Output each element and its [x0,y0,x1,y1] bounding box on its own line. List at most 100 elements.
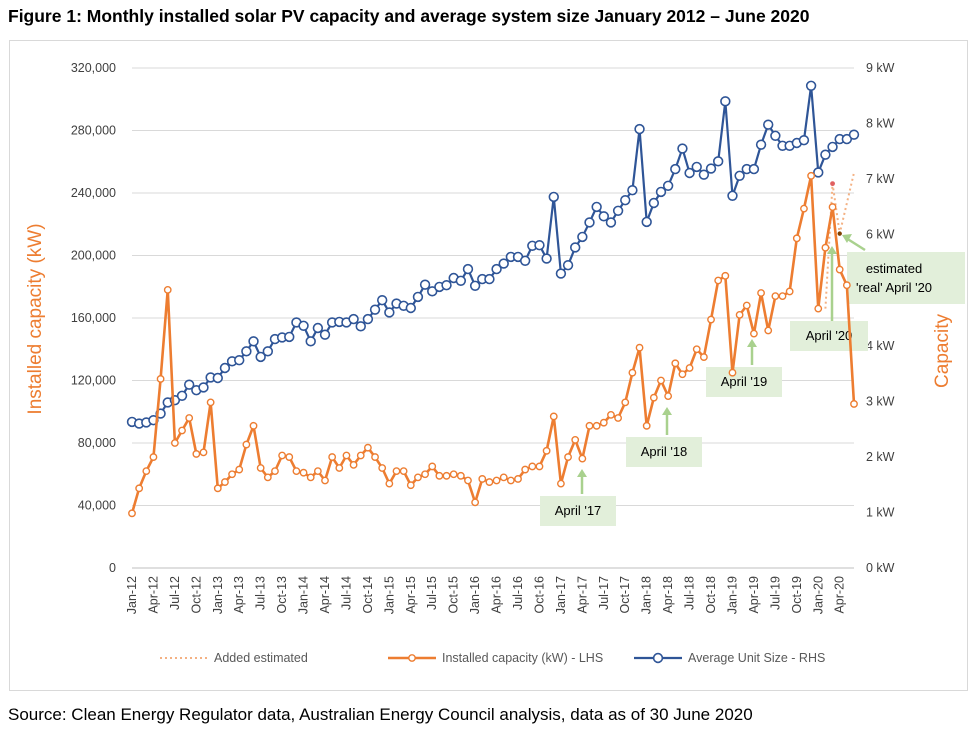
capacity-marker [249,421,258,430]
unit-size-marker [305,336,316,347]
capacity-marker [206,398,215,407]
unit-size-marker [755,139,767,150]
x-tick-label: Jul-17 [597,576,611,610]
capacity-marker [256,464,265,472]
capacity-marker [378,464,387,472]
capacity-marker [349,460,358,469]
capacity-marker [800,204,808,213]
unit-size-marker [198,382,209,393]
unit-size-marker [241,346,252,357]
capacity-marker [292,467,301,476]
capacity-marker [628,368,637,377]
capacity-marker [692,345,701,354]
annotation-arrowhead [747,339,757,347]
annotation-box [706,367,782,397]
unit-size-marker [362,313,374,325]
capacity-marker [735,310,744,319]
x-tick-label: Oct-13 [275,576,289,614]
capacity-marker [442,471,451,480]
unit-size-marker [376,295,388,306]
y-tick-label-left: 200,000 [71,249,116,263]
y-tick-label-left: 320,000 [71,61,116,75]
capacity-marker [163,285,172,294]
unit-size-marker [720,96,731,107]
capacity-marker [835,265,844,274]
unit-size-marker [484,273,495,285]
annotation-label: April '17 [555,503,602,518]
capacity-marker [306,473,315,482]
x-tick-label: Oct-18 [704,576,718,614]
annotation-box [790,321,868,351]
unit-size-marker [534,240,545,251]
unit-size-marker [427,286,438,297]
unit-size-marker [712,156,724,167]
legend-label: Added estimated [214,651,308,665]
capacity-marker [328,453,337,461]
x-tick-label: Jul-13 [254,576,268,610]
capacity-marker [771,292,780,301]
x-tick-label: Apr-19 [747,576,761,614]
capacity-marker [178,426,186,435]
x-tick-label: Jan-16 [468,576,482,614]
capacity-marker [228,470,236,479]
capacity-marker [242,440,251,449]
x-tick-label: Apr-17 [575,576,589,614]
capacity-marker [364,443,372,452]
capacity-marker [785,287,794,296]
annotation-label: 'real' April '20 [856,280,932,295]
unit-size-marker [176,390,188,401]
x-tick-label: Apr-15 [404,576,418,614]
capacity-marker [699,353,708,361]
unit-size-marker [312,322,324,334]
capacity-marker [485,478,494,486]
capacity-marker [149,453,158,461]
x-tick-label: Jul-16 [511,576,525,610]
capacity-marker [449,470,458,479]
unit-size-marker [627,185,638,196]
capacity-marker [399,467,408,476]
capacity-marker [814,304,823,313]
y-tick-label-left: 160,000 [71,311,116,325]
y-tick-label-left: 240,000 [71,186,116,200]
x-tick-label: Jan-12 [125,576,139,614]
capacity-marker [571,435,580,444]
unit-size-marker [319,329,331,340]
x-tick-label: Apr-20 [833,576,847,614]
x-tick-label: Jan-15 [382,576,396,614]
unit-size-marker [555,268,567,279]
unit-size-marker [677,143,688,154]
unit-size-marker [827,141,838,153]
x-tick-label: Oct-17 [618,576,632,614]
capacity-marker [406,481,415,490]
unit-size-marker [605,217,617,228]
unit-size-marker [262,346,274,357]
unit-size-marker [641,216,652,228]
capacity-marker [335,464,344,472]
capacity-marker [592,421,601,430]
capacity-marker [649,393,658,402]
unit-size-marker [684,167,695,179]
unit-size-marker [705,163,717,174]
capacity-marker [714,276,723,285]
unit-size-marker [405,302,416,314]
capacity-marker [492,476,501,485]
x-tick-label: Jul-19 [768,576,782,610]
annotation-box [847,252,965,304]
gridlines [132,67,854,569]
capacity-marker [192,450,201,458]
x-tick-label: Apr-14 [318,576,332,614]
y-axis-left-ticks: 0 40,000 80,000 120,000 160,000 200,000 240,00… [71,61,116,575]
unit-size-marker [212,372,223,384]
capacity-marker [213,484,222,493]
capacity-line [130,174,856,514]
capacity-marker [135,484,144,493]
unit-size-marker [598,211,610,222]
unit-size-marker [548,191,559,203]
capacity-marker [750,329,758,338]
capacity-marker [821,243,830,252]
capacity-marker [464,476,472,485]
unit-size-marker [462,263,474,275]
capacity-marker [614,414,622,422]
capacity-marker [156,375,165,383]
x-tick-label: Jan-20 [811,576,825,614]
